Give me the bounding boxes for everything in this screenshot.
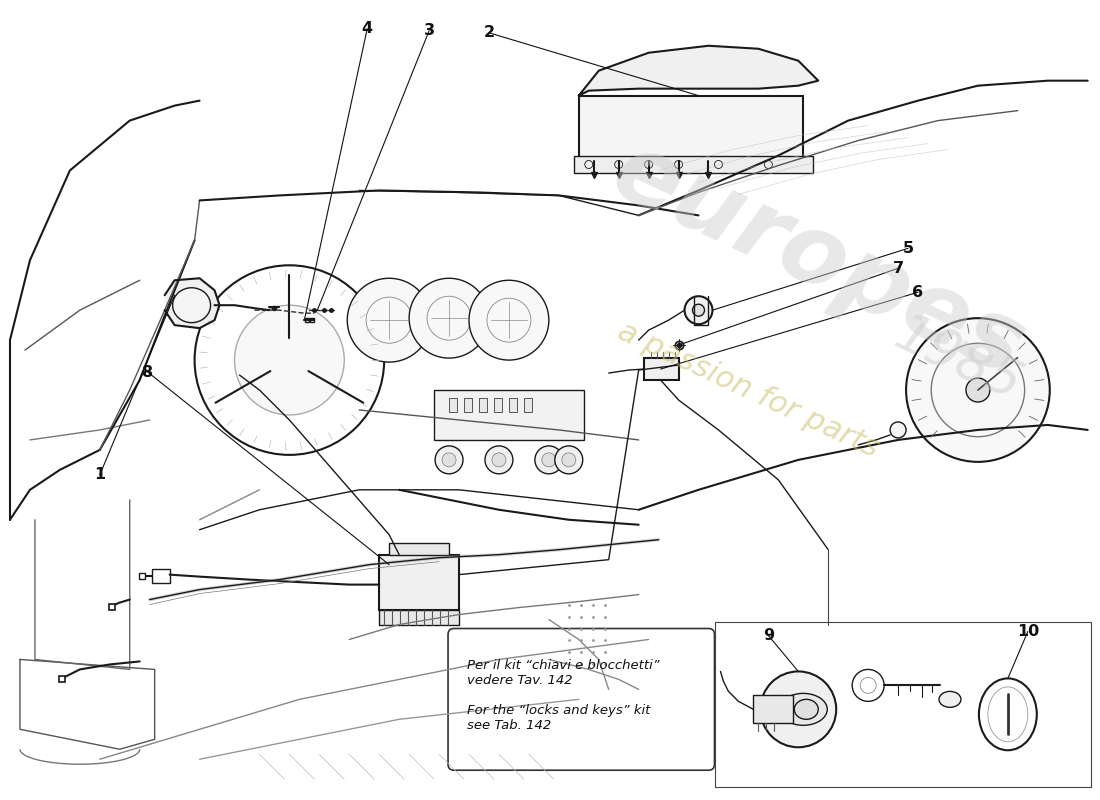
Text: 10: 10: [1016, 624, 1038, 639]
Circle shape: [554, 446, 583, 474]
Bar: [434, 390, 584, 440]
Text: 6: 6: [913, 285, 924, 300]
Polygon shape: [165, 278, 220, 328]
Bar: [579, 96, 803, 161]
Bar: [524, 398, 532, 412]
Ellipse shape: [979, 678, 1037, 750]
Bar: [478, 398, 487, 412]
Text: 7: 7: [892, 261, 904, 276]
Circle shape: [535, 446, 563, 474]
Circle shape: [966, 378, 990, 402]
Ellipse shape: [988, 687, 1027, 742]
Circle shape: [890, 422, 906, 438]
Circle shape: [542, 453, 556, 467]
Bar: [644, 358, 679, 380]
Polygon shape: [579, 46, 818, 96]
Ellipse shape: [173, 288, 210, 322]
Bar: [379, 610, 459, 625]
Text: For the “locks and keys” kit
see Tab. 142: For the “locks and keys” kit see Tab. 14…: [468, 704, 650, 732]
Circle shape: [348, 278, 431, 362]
Bar: [152, 569, 169, 582]
Text: 1: 1: [95, 467, 106, 482]
Circle shape: [684, 296, 713, 324]
Text: a passion for parts: a passion for parts: [613, 317, 883, 463]
Ellipse shape: [794, 699, 818, 719]
Circle shape: [693, 304, 704, 316]
Circle shape: [906, 318, 1049, 462]
Circle shape: [436, 446, 463, 474]
Circle shape: [562, 453, 575, 467]
FancyBboxPatch shape: [448, 629, 715, 770]
Bar: [509, 398, 517, 412]
Bar: [494, 398, 502, 412]
Circle shape: [409, 278, 490, 358]
Circle shape: [442, 453, 456, 467]
Text: 8: 8: [142, 365, 153, 379]
Text: europes: europes: [597, 125, 1038, 396]
Text: 3: 3: [424, 23, 434, 38]
Text: 9: 9: [762, 628, 774, 643]
Ellipse shape: [779, 694, 827, 726]
Bar: [464, 398, 472, 412]
Bar: [754, 695, 793, 723]
Ellipse shape: [939, 691, 961, 707]
Bar: [574, 155, 813, 174]
Circle shape: [234, 306, 344, 415]
Text: 4: 4: [362, 22, 373, 36]
Text: 2: 2: [483, 26, 495, 40]
FancyBboxPatch shape: [715, 622, 1091, 787]
Bar: [379, 554, 459, 610]
Text: Per il kit “chiavi e blocchetti”
vedere Tav. 142: Per il kit “chiavi e blocchetti” vedere …: [468, 659, 660, 687]
Circle shape: [760, 671, 836, 747]
Circle shape: [469, 280, 549, 360]
Circle shape: [485, 446, 513, 474]
Bar: [389, 542, 449, 554]
Text: 5: 5: [902, 241, 914, 256]
Bar: [449, 398, 456, 412]
Text: 1985: 1985: [887, 308, 1030, 412]
Circle shape: [492, 453, 506, 467]
